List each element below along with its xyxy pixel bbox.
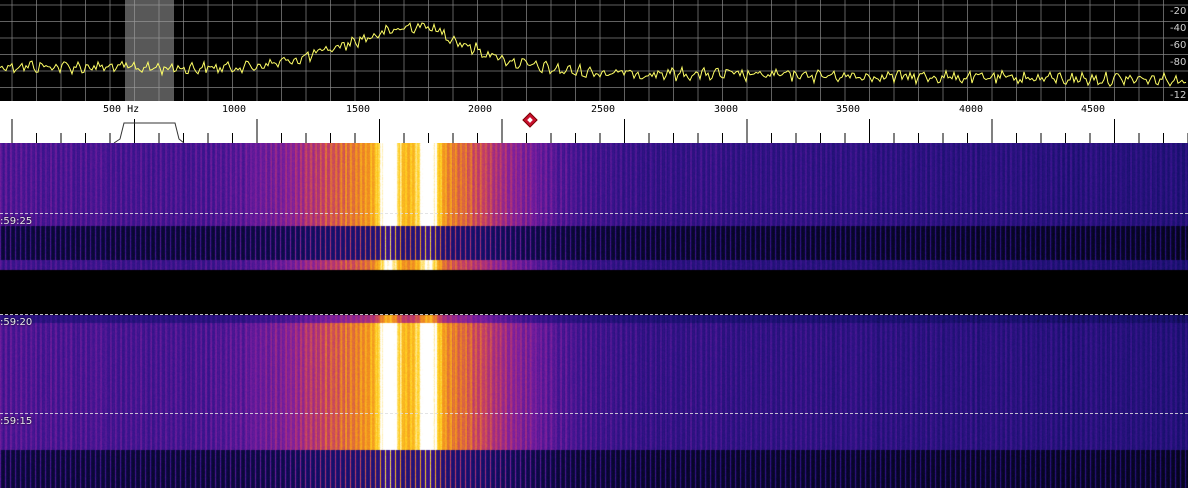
timestamp-line bbox=[0, 314, 1188, 315]
freq-label: 4500 bbox=[1081, 104, 1105, 115]
diamond-marker-icon[interactable] bbox=[522, 112, 538, 128]
timestamp-line bbox=[0, 213, 1188, 214]
timestamp-label: :59:15 bbox=[0, 416, 33, 427]
filter-bracket[interactable] bbox=[113, 122, 185, 143]
db-scale: -20 -40 -60 -80 -12 bbox=[1170, 6, 1186, 101]
freq-label: 3000 bbox=[714, 104, 738, 115]
unit-label: 500 Hz bbox=[103, 104, 139, 115]
freq-label: 1000 bbox=[222, 104, 246, 115]
freq-label: 3500 bbox=[836, 104, 860, 115]
timestamp-line bbox=[0, 413, 1188, 414]
frequency-ruler[interactable]: 500 Hz 1000 1500 2000 2500 3000 3500 400… bbox=[0, 101, 1188, 143]
timestamp-label: :59:25 bbox=[0, 216, 33, 227]
waterfall-canvas[interactable] bbox=[0, 143, 1188, 488]
spectrum-grid bbox=[0, 0, 1188, 101]
db-label: -80 bbox=[1170, 57, 1186, 68]
ruler-ticks bbox=[11, 119, 1188, 143]
waterfall-display[interactable]: :59:25 :59:20 :59:15 bbox=[0, 143, 1188, 488]
db-label: -40 bbox=[1170, 23, 1186, 34]
frequency-labels: 500 Hz 1000 1500 2000 2500 3000 3500 400… bbox=[103, 104, 1105, 115]
freq-label: 2500 bbox=[591, 104, 615, 115]
filter-passband-highlight[interactable] bbox=[125, 0, 174, 101]
spectrum-plot[interactable]: -20 -40 -60 -80 -12 bbox=[0, 0, 1188, 101]
freq-label: 4000 bbox=[959, 104, 983, 115]
freq-label: 1500 bbox=[346, 104, 370, 115]
db-label: -20 bbox=[1170, 6, 1186, 17]
db-label: -12 bbox=[1170, 90, 1186, 101]
timestamp-label: :59:20 bbox=[0, 317, 33, 328]
spectrum-trace bbox=[0, 22, 1187, 88]
freq-label: 2000 bbox=[468, 104, 492, 115]
db-label: -60 bbox=[1170, 40, 1186, 51]
